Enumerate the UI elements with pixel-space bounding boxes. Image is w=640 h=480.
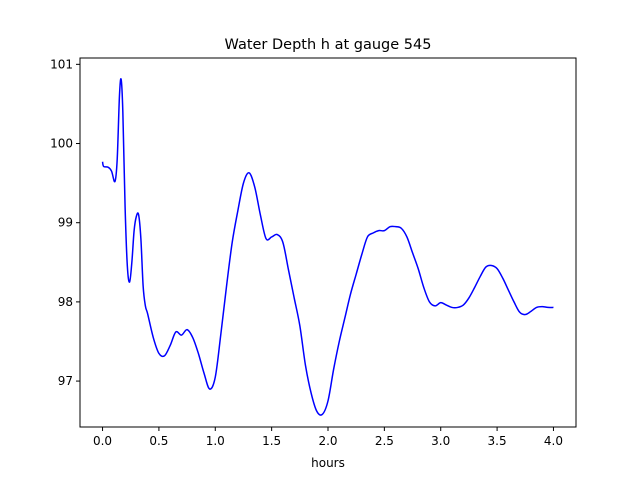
x-tick-label: 4.0 — [544, 434, 563, 448]
x-tick-label: 2.0 — [318, 434, 337, 448]
x-tick-label: 0.0 — [93, 434, 112, 448]
plot-frame — [79, 57, 577, 428]
y-tick-label: 98 — [58, 295, 73, 309]
x-tick-label: 3.0 — [431, 434, 450, 448]
chart-title: Water Depth h at gauge 545 — [225, 37, 432, 53]
y-tick-label: 99 — [58, 216, 73, 230]
y-tick-label: 97 — [58, 374, 73, 388]
x-tick-label: 1.5 — [262, 434, 281, 448]
x-tick-label: 2.5 — [375, 434, 394, 448]
x-tick-label: 1.0 — [206, 434, 225, 448]
x-tick-label: 0.5 — [149, 434, 168, 448]
x-tick-label: 3.5 — [488, 434, 507, 448]
plot-area — [80, 58, 576, 427]
x-axis-ticks: 0.0 0.5 1.0 1.5 2.0 2.5 3.0 3.5 4.0 — [93, 427, 563, 448]
y-tick-label: 101 — [50, 57, 73, 71]
series-line — [101, 78, 554, 416]
x-axis-label: hours — [311, 456, 345, 470]
y-tick-label: 100 — [50, 137, 73, 151]
y-axis-ticks: 97 98 99 100 101 — [50, 57, 80, 388]
